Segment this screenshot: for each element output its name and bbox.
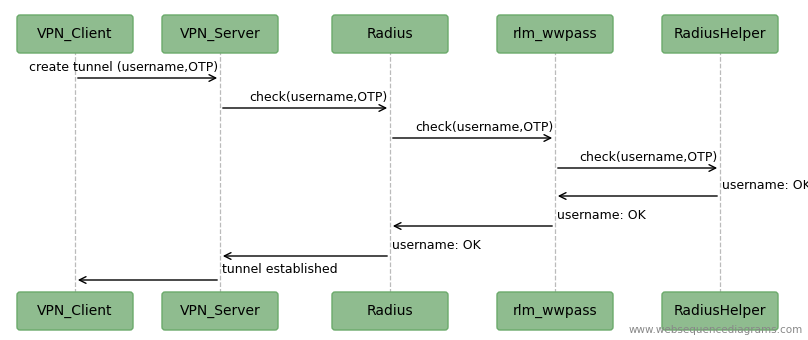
FancyBboxPatch shape xyxy=(17,15,133,53)
Text: create tunnel (username,OTP): create tunnel (username,OTP) xyxy=(29,61,218,74)
Text: rlm_wwpass: rlm_wwpass xyxy=(513,304,597,318)
Text: VPN_Client: VPN_Client xyxy=(37,304,113,318)
Text: RadiusHelper: RadiusHelper xyxy=(674,304,766,318)
Text: Radius: Radius xyxy=(367,27,414,41)
FancyBboxPatch shape xyxy=(662,15,778,53)
Text: VPN_Client: VPN_Client xyxy=(37,27,113,41)
Text: check(username,OTP): check(username,OTP) xyxy=(415,121,553,134)
FancyBboxPatch shape xyxy=(497,15,613,53)
FancyBboxPatch shape xyxy=(332,292,448,330)
FancyBboxPatch shape xyxy=(17,292,133,330)
Text: rlm_wwpass: rlm_wwpass xyxy=(513,27,597,41)
FancyBboxPatch shape xyxy=(332,15,448,53)
Text: tunnel established: tunnel established xyxy=(222,263,338,276)
Text: VPN_Server: VPN_Server xyxy=(179,304,260,318)
Text: check(username,OTP): check(username,OTP) xyxy=(250,91,388,104)
FancyBboxPatch shape xyxy=(162,15,278,53)
FancyBboxPatch shape xyxy=(497,292,613,330)
Text: Radius: Radius xyxy=(367,304,414,318)
Text: check(username,OTP): check(username,OTP) xyxy=(580,151,718,164)
FancyBboxPatch shape xyxy=(162,292,278,330)
Text: www.websequencediagrams.com: www.websequencediagrams.com xyxy=(629,325,803,335)
FancyBboxPatch shape xyxy=(662,292,778,330)
Text: RadiusHelper: RadiusHelper xyxy=(674,27,766,41)
Text: VPN_Server: VPN_Server xyxy=(179,27,260,41)
Text: username: OK: username: OK xyxy=(557,209,646,222)
Text: username: OK: username: OK xyxy=(722,179,808,192)
Text: username: OK: username: OK xyxy=(392,239,481,252)
